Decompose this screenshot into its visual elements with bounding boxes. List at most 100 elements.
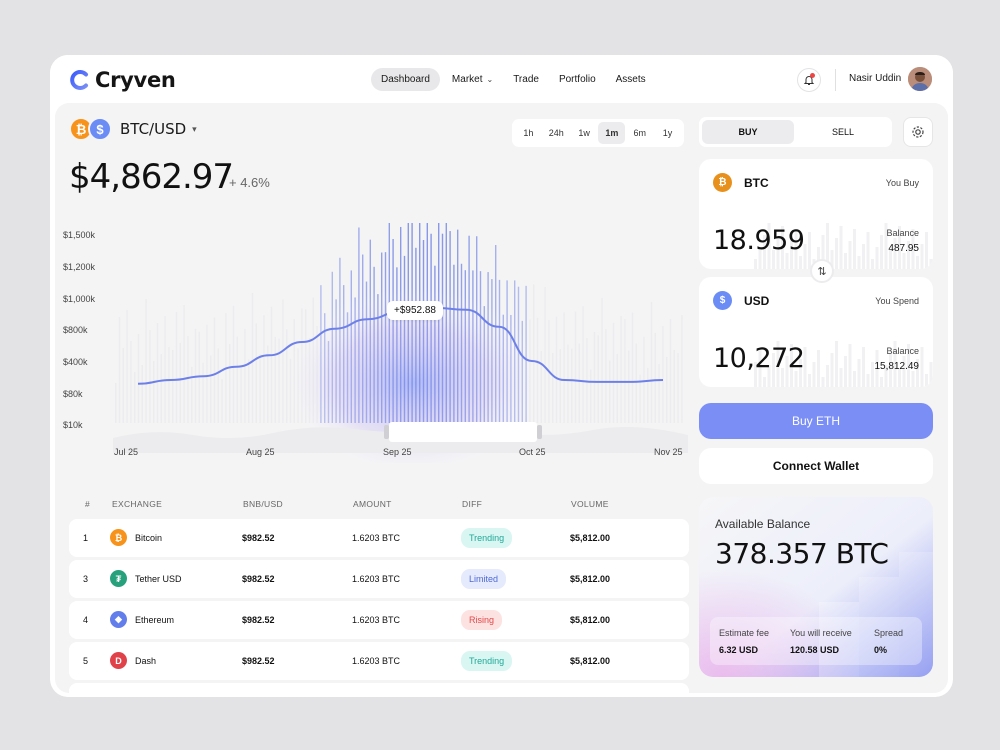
col-volume: VOLUME: [571, 499, 609, 509]
card-bar: [925, 374, 928, 387]
logo[interactable]: Cryven: [69, 68, 176, 92]
background-bar: [635, 343, 637, 423]
background-bar: [282, 299, 284, 423]
card-bar: [776, 341, 780, 387]
range-6m[interactable]: 6m: [633, 128, 646, 138]
pair-selector[interactable]: ₿ $ BTC/USD ▾: [69, 117, 197, 141]
card-bar: [821, 377, 825, 387]
card-bar: [871, 259, 874, 269]
main-nav: Dashboard Market ⌄ Trade Portfolio Assets: [371, 68, 654, 91]
card-bar: [772, 250, 775, 269]
background-bar: [198, 331, 200, 423]
nav-assets-label: Assets: [615, 74, 646, 85]
nav-assets[interactable]: Assets: [608, 68, 654, 91]
connect-wallet-button[interactable]: Connect Wallet: [699, 448, 933, 484]
card-bar: [893, 341, 897, 387]
card-bar: [893, 238, 897, 269]
settings-button[interactable]: [903, 117, 933, 147]
range-window[interactable]: [389, 422, 537, 442]
tab-buy[interactable]: BUY: [702, 120, 794, 144]
row-volume: $5,812.00: [570, 656, 611, 666]
col-price: BNB/USD: [243, 499, 283, 509]
table-row[interactable]: 5 D Dash $982.52 1.6203 BTC Trending $5,…: [69, 642, 689, 680]
background-bar: [221, 379, 223, 423]
buy-card[interactable]: ₿ BTC You Buy 18.959 Balance 487.95: [699, 159, 933, 269]
range-1m[interactable]: 1m: [598, 122, 626, 144]
nav-dashboard[interactable]: Dashboard: [371, 68, 440, 91]
nav-trade-label: Trade: [513, 74, 539, 85]
swap-button[interactable]: ⇅: [810, 259, 834, 283]
card-bar: [884, 223, 888, 269]
background-bar: [673, 349, 675, 423]
background-bar: [141, 364, 143, 423]
x-tick-label: Sep 25: [383, 447, 412, 457]
range-1h[interactable]: 1h: [523, 128, 534, 138]
background-bar: [134, 371, 136, 423]
row-name: Bitcoin: [135, 533, 163, 543]
card-bar: [808, 232, 811, 269]
background-bar: [563, 312, 565, 423]
table-row[interactable]: 1 ₿ Bitcoin $982.52 1.6203 BTC Trending …: [69, 519, 689, 557]
background-bar: [647, 367, 649, 423]
app-window: Cryven Dashboard Market ⌄ Trade Portfolio…: [50, 55, 953, 697]
spend-amount[interactable]: 10,272: [713, 343, 805, 374]
card-background-bars: [754, 341, 933, 387]
background-bar: [677, 352, 679, 423]
background-bar: [229, 343, 231, 423]
background-bar: [666, 356, 668, 423]
background-bar: [248, 359, 250, 423]
status-badge: Trending: [461, 528, 513, 548]
card-bar: [830, 353, 834, 387]
table-header: # EXCHANGE BNB/USD AMOUNT DIFF VOLUME: [69, 496, 689, 512]
range-handle-right[interactable]: [537, 425, 542, 439]
card-bar: [826, 365, 829, 387]
fee-value: 6.32 USD: [719, 645, 759, 655]
chevron-down-icon: ⌄: [486, 75, 494, 84]
notification-button[interactable]: [797, 68, 821, 92]
background-bar: [187, 335, 189, 423]
table-row[interactable]: [69, 683, 689, 693]
spend-card[interactable]: $ USD You Spend 10,272 Balance 15,812.49: [699, 277, 933, 387]
card-bar: [812, 362, 816, 387]
chart-tooltip: +$952.88: [387, 301, 443, 320]
background-bar: [267, 345, 269, 423]
trade-summary: Estimate fee 6.32 USD You will receive 1…: [710, 617, 922, 665]
buy-role: You Buy: [885, 178, 919, 188]
spend-balance: 15,812.49: [874, 361, 920, 372]
status-badge: Rising: [461, 610, 503, 630]
card-bar: [767, 365, 771, 387]
table-row[interactable]: 3 ₮ Tether USD $982.52 1.6203 BTC Limite…: [69, 560, 689, 598]
background-bar: [217, 348, 219, 423]
available-balance: 378.357 BTC: [715, 537, 889, 570]
nav-market[interactable]: Market ⌄: [444, 68, 501, 91]
background-bar: [175, 311, 178, 423]
user-name[interactable]: Nasir Uddin: [849, 73, 902, 84]
range-handle-left[interactable]: [384, 425, 389, 439]
buy-eth-button[interactable]: Buy ETH: [699, 403, 933, 439]
background-bar: [168, 346, 170, 423]
row-num: 4: [83, 615, 89, 625]
nav-portfolio[interactable]: Portfolio: [551, 68, 604, 91]
buy-amount[interactable]: 18.959: [713, 225, 805, 256]
card-bar: [835, 238, 838, 269]
range-24h[interactable]: 24h: [548, 128, 564, 138]
row-num: 1: [83, 533, 89, 543]
range-1y[interactable]: 1y: [662, 128, 673, 138]
card-bar: [884, 365, 888, 387]
y-tick-label: $80k: [63, 389, 83, 399]
current-price: $4,862.97: [69, 157, 234, 197]
card-bar: [920, 244, 924, 269]
col-exchange: EXCHANGE: [112, 499, 163, 509]
tab-sell[interactable]: SELL: [831, 127, 855, 137]
background-bar: [609, 360, 611, 423]
background-bar: [172, 349, 174, 423]
status-badge: Limited: [461, 569, 507, 589]
avatar[interactable]: [908, 67, 932, 91]
background-bar: [115, 382, 117, 423]
background-bar: [259, 353, 261, 423]
x-tick-label: Jul 25: [114, 447, 139, 457]
range-1w[interactable]: 1w: [578, 128, 590, 138]
table-row[interactable]: 4 ◆ Ethereum $982.52 1.6203 BTC Rising $…: [69, 601, 689, 639]
nav-trade[interactable]: Trade: [505, 68, 547, 91]
card-bar: [871, 362, 874, 387]
